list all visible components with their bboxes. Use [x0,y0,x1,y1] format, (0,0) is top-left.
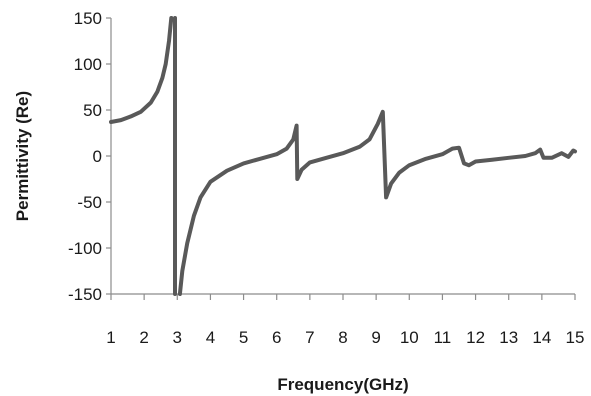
y-tick-label: 0 [93,147,102,166]
x-tick-labels: 1 2 3 4 5 6 7 8 9 10 11 12 13 14 15 [106,328,584,347]
y-tick-label: 50 [83,101,102,120]
y-tick-label: -50 [77,193,102,212]
x-tick-label: 3 [173,328,182,347]
x-tick-label: 9 [371,328,380,347]
x-tick-label: 11 [434,328,452,347]
tick-marks [106,17,576,300]
x-tick-label: 12 [466,328,485,347]
x-tick-label: 15 [566,328,585,347]
x-tick-label: 8 [338,328,347,347]
y-tick-labels: 150 100 50 0 -50 -100 -150 [68,9,102,304]
x-tick-label: 13 [499,328,518,347]
x-tick-label: 1 [106,328,115,347]
x-tick-label: 4 [206,328,215,347]
x-tick-label: 6 [272,328,281,347]
x-tick-label: 14 [532,328,551,347]
y-tick-label: 150 [74,9,102,28]
x-tick-label: 7 [305,328,314,347]
permittivity-series-line [177,109,577,296]
x-axis-title: Frequency(GHz) [277,375,408,394]
series-group [109,16,577,296]
y-tick-label: 100 [74,55,102,74]
y-axis-title: Permittivity (Re) [13,91,32,221]
x-tick-label: 10 [400,328,419,347]
y-tick-label: -150 [68,285,102,304]
x-tick-label: 2 [139,328,148,347]
y-tick-label: -100 [68,239,102,258]
permittivity-series-line [109,16,174,124]
x-tick-label: 5 [239,328,248,347]
